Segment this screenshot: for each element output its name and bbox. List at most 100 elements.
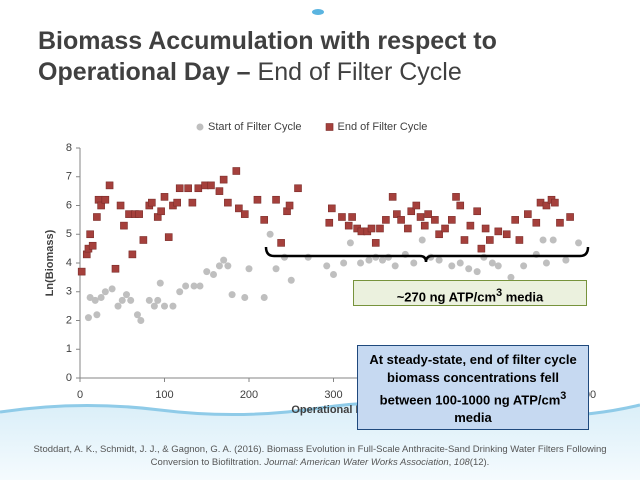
point	[97, 294, 105, 301]
point	[116, 201, 125, 210]
point	[207, 181, 215, 190]
point	[494, 262, 502, 270]
point	[424, 210, 432, 218]
point	[122, 291, 130, 299]
point	[215, 262, 223, 270]
label-text: media	[502, 289, 544, 305]
citation-text: Stoddart, A. K., Schmidt, J. J., & Gagno…	[33, 444, 607, 468]
point	[88, 241, 97, 250]
point	[388, 193, 397, 201]
point	[330, 271, 337, 278]
y-axis-label: Ln(Biomass)	[44, 229, 56, 296]
point	[190, 282, 198, 290]
title-line: Operational Day – End of Filter Cycle	[38, 57, 497, 88]
point	[277, 239, 285, 247]
callout-text: media	[454, 410, 492, 426]
title-line: Biomass Accumulation with respect to	[38, 27, 497, 55]
x-axis-label: Operational Day	[291, 404, 376, 416]
point	[137, 317, 145, 324]
point	[245, 265, 253, 273]
point	[357, 259, 365, 267]
citation-volume: 108	[453, 457, 470, 468]
point	[441, 224, 449, 233]
point	[241, 294, 249, 301]
point	[549, 236, 557, 244]
point	[176, 288, 184, 296]
point	[556, 218, 564, 227]
point	[371, 239, 380, 247]
legend-marker	[196, 123, 204, 131]
point	[404, 224, 412, 233]
point	[224, 198, 232, 207]
point	[161, 302, 168, 310]
point	[294, 184, 302, 193]
point	[325, 218, 334, 227]
point	[156, 279, 164, 287]
point	[86, 294, 94, 301]
legend-marker	[325, 123, 334, 131]
point	[466, 221, 475, 230]
x-tick-label: 200	[240, 389, 258, 401]
point	[210, 271, 218, 278]
title-bold: Operational Day –	[38, 58, 251, 86]
point	[128, 250, 137, 259]
bracket	[264, 246, 590, 263]
point	[272, 265, 280, 273]
point	[379, 256, 387, 264]
point	[145, 296, 153, 304]
point	[203, 268, 211, 276]
point	[91, 296, 99, 304]
point	[391, 262, 399, 270]
point	[253, 195, 262, 204]
citation: Stoddart, A. K., Schmidt, J. J., & Gagno…	[30, 443, 610, 469]
callout: At steady-state, end of filter cycle bio…	[357, 345, 589, 430]
point	[101, 288, 109, 296]
point	[148, 198, 156, 207]
point	[160, 193, 169, 201]
point	[266, 230, 274, 238]
point	[175, 184, 184, 193]
point	[77, 267, 86, 276]
bracket-label: ~270 ng ATP/cm3 media	[353, 280, 587, 306]
slide-title: Biomass Accumulation with respect to Ope…	[38, 26, 497, 88]
point	[456, 259, 464, 267]
point	[215, 187, 224, 195]
point	[456, 201, 465, 210]
point	[224, 262, 232, 270]
legend-label: Start of Filter Cycle	[208, 121, 302, 133]
point	[184, 184, 192, 193]
point	[235, 204, 243, 213]
point	[542, 259, 550, 267]
y-tick-label: 8	[66, 142, 72, 154]
point	[507, 273, 515, 281]
point	[188, 198, 197, 207]
point	[182, 282, 190, 290]
point	[412, 201, 421, 210]
point	[219, 175, 228, 184]
citation-journal: Journal: American Water Works Associatio…	[264, 457, 449, 468]
point	[494, 227, 503, 236]
point	[86, 230, 94, 239]
point	[511, 216, 519, 224]
point	[220, 256, 228, 264]
point	[196, 282, 204, 290]
point	[481, 224, 490, 233]
point	[340, 259, 348, 267]
label-sup: 3	[496, 287, 503, 299]
point	[393, 210, 401, 218]
point	[418, 236, 426, 244]
point	[114, 302, 122, 310]
point	[164, 233, 173, 241]
point	[260, 294, 268, 301]
y-tick-label: 5	[66, 228, 72, 240]
point	[515, 236, 524, 244]
point	[435, 256, 443, 264]
point	[407, 207, 416, 216]
citation-text: ,	[448, 457, 454, 468]
point	[566, 213, 574, 221]
y-tick-label: 2	[66, 314, 72, 326]
point	[542, 201, 551, 210]
point	[532, 218, 541, 227]
point	[376, 224, 384, 233]
point	[420, 221, 429, 230]
